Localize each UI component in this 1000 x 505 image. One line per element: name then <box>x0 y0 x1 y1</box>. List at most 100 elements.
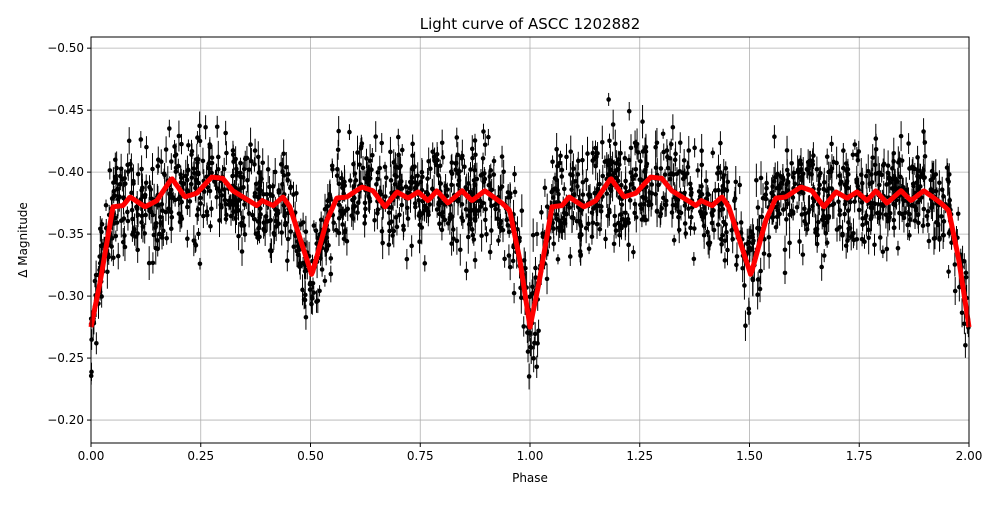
data-point <box>454 135 460 140</box>
data-point <box>99 229 104 235</box>
data-point <box>484 232 489 237</box>
x-tick-label: 2.00 <box>956 449 983 463</box>
chart-title: Light curve of ASCC 1202882 <box>420 15 641 33</box>
data-point <box>819 264 824 270</box>
data-point <box>676 214 681 220</box>
data-point <box>610 122 616 127</box>
data-point <box>843 243 849 249</box>
data-point <box>203 124 208 130</box>
data-point <box>502 256 507 262</box>
data-point <box>134 204 139 210</box>
data-point <box>823 230 829 236</box>
data-point <box>880 203 886 209</box>
data-point <box>616 220 621 226</box>
data-point <box>649 191 655 196</box>
data-point <box>640 149 646 154</box>
data-point <box>884 182 889 187</box>
data-point <box>252 190 258 196</box>
data-point <box>907 233 912 238</box>
data-point <box>303 314 309 320</box>
data-point <box>534 231 540 237</box>
data-point <box>755 277 761 282</box>
data-point <box>125 162 130 168</box>
y-tick-label: −0.35 <box>47 227 84 241</box>
data-point <box>389 205 394 210</box>
data-point <box>193 243 199 248</box>
data-point <box>255 154 261 160</box>
data-point <box>653 191 659 197</box>
data-point <box>212 179 217 184</box>
data-point <box>680 170 686 176</box>
data-point <box>492 202 498 208</box>
data-point <box>952 262 958 267</box>
data-point <box>241 166 247 172</box>
x-tick-label: 0.00 <box>78 449 105 463</box>
data-point <box>686 148 692 153</box>
data-point <box>505 195 511 200</box>
data-point <box>777 186 782 191</box>
y-tick-label: −0.20 <box>47 413 84 427</box>
data-point <box>358 145 364 151</box>
data-point <box>261 191 266 197</box>
data-point <box>363 206 368 212</box>
data-point <box>552 200 558 205</box>
data-point <box>915 199 921 205</box>
data-point <box>734 262 739 268</box>
data-point <box>542 185 548 191</box>
data-point <box>845 208 851 213</box>
data-point <box>129 207 135 213</box>
data-point <box>891 217 897 223</box>
data-point <box>760 195 766 201</box>
data-point <box>351 184 357 189</box>
data-point <box>200 158 206 164</box>
data-point <box>918 184 923 189</box>
data-point <box>426 158 431 164</box>
data-point <box>318 217 324 223</box>
data-point <box>189 175 195 180</box>
data-point <box>118 181 123 187</box>
data-point <box>557 160 563 166</box>
data-point <box>885 163 891 168</box>
data-point <box>270 184 276 189</box>
data-point <box>837 212 843 218</box>
data-point <box>193 185 198 191</box>
data-point <box>455 152 461 158</box>
data-point <box>472 182 477 187</box>
data-point <box>281 173 287 178</box>
data-point <box>955 211 961 217</box>
data-point <box>863 173 869 179</box>
data-point <box>598 208 604 214</box>
data-point <box>209 206 214 212</box>
data-point <box>594 203 599 208</box>
data-point <box>730 236 735 242</box>
data-point <box>625 216 631 222</box>
data-point <box>399 202 405 208</box>
data-point <box>383 175 389 180</box>
data-point <box>347 129 352 135</box>
data-point <box>800 252 806 257</box>
data-point <box>353 178 359 183</box>
data-point <box>373 134 379 139</box>
data-point <box>879 172 884 178</box>
data-point <box>858 172 864 178</box>
x-tick-label: 1.00 <box>517 449 544 463</box>
data-point <box>457 169 462 174</box>
data-point <box>780 207 786 212</box>
data-point <box>677 140 683 146</box>
data-point <box>129 190 134 196</box>
data-point <box>105 269 110 275</box>
data-point <box>816 186 822 192</box>
data-point <box>324 203 330 209</box>
data-point <box>710 150 716 156</box>
data-point <box>135 171 141 177</box>
data-point <box>577 219 583 225</box>
data-point <box>260 160 266 166</box>
data-point <box>534 364 540 370</box>
data-point <box>409 180 414 186</box>
data-point <box>239 249 245 254</box>
data-point <box>457 247 463 253</box>
data-point <box>311 223 317 228</box>
data-point <box>750 276 755 282</box>
data-point <box>223 130 228 136</box>
data-point <box>799 212 805 217</box>
